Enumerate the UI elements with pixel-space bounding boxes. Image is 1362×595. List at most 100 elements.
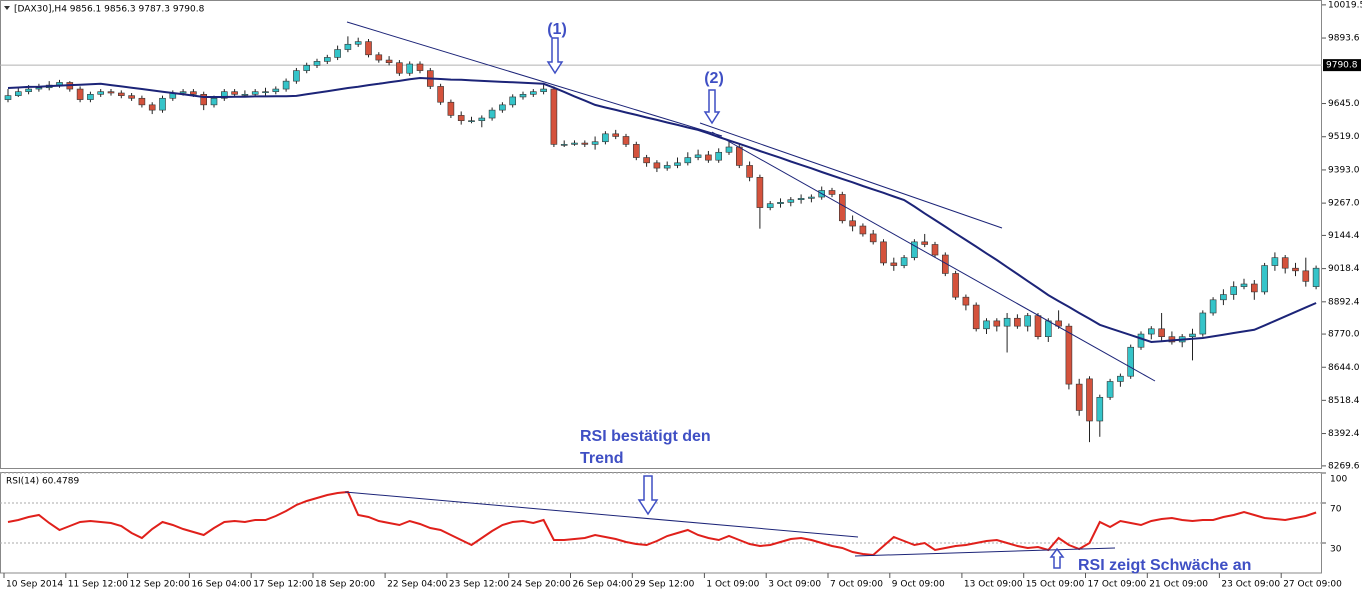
candle-body (838, 194, 846, 222)
candle-body (756, 177, 764, 208)
y-tick-label: 8392.4 (1328, 429, 1360, 439)
candle-body (880, 241, 887, 264)
candle-body (303, 65, 311, 71)
rsi-line (7, 490, 1317, 557)
rsi-trend-line (344, 491, 859, 538)
candle-body (354, 41, 362, 45)
y-tick-label: 10019.5 (1328, 0, 1362, 10)
candle-body (231, 91, 238, 95)
x-tick-label: 10 Sep 2014 (6, 580, 63, 590)
y-tick-label: 8644.0 (1328, 363, 1360, 373)
candle-body (993, 320, 1001, 327)
candle-body (323, 57, 331, 62)
annotation: (1) (547, 21, 567, 38)
candle-body (746, 165, 753, 178)
arrow-up (1049, 547, 1065, 569)
candle-body (87, 94, 94, 100)
candle-body (4, 95, 12, 100)
candle-body (663, 165, 671, 169)
candle-body (447, 101, 455, 116)
candle-body (118, 92, 125, 96)
x-tick-label: 22 Sep 04:00 (387, 580, 447, 590)
price-pane (0, 0, 1322, 469)
candle-body (1158, 328, 1165, 337)
candle-body (1199, 312, 1207, 335)
y-tick-label: 9144.4 (1328, 231, 1360, 241)
candle-body (406, 63, 414, 74)
candle-body (1261, 265, 1268, 293)
y-tick-label: 70 (1330, 505, 1342, 515)
x-tick-label: 23 Sep 12:00 (449, 580, 509, 590)
y-tick-label: 8269.6 (1328, 461, 1360, 471)
candle-body (797, 198, 805, 200)
candle-body (262, 91, 269, 93)
rsi-trend-line (854, 547, 1116, 557)
candle-body (777, 202, 784, 204)
y-tick-label: 8892.4 (1328, 297, 1360, 307)
annotation: RSI zeigt Schwäche an (1078, 557, 1251, 574)
candle-body (1292, 267, 1299, 272)
candle-body (849, 220, 856, 227)
candle-body (97, 91, 104, 95)
candle-body (375, 54, 383, 61)
candle-body (1086, 378, 1093, 422)
candle-body (550, 88, 558, 145)
candle-body (1065, 325, 1073, 385)
candle-body (241, 94, 249, 96)
candle-body (468, 120, 475, 122)
trend-line (711, 131, 1156, 382)
candle-body (1312, 267, 1320, 287)
candle-body (457, 115, 465, 121)
candle-body (859, 225, 867, 235)
annotation: RSI bestätigt den (580, 428, 711, 445)
x-tick-label: 11 Sep 12:00 (68, 580, 128, 590)
candle-body (200, 94, 207, 106)
candle-body (293, 70, 300, 82)
candle-body (190, 91, 197, 95)
annotation: Trend (580, 450, 624, 467)
trend-line (346, 21, 723, 137)
candle-body (107, 91, 115, 94)
y-tick-label: 9018.4 (1328, 264, 1360, 274)
candle-body (1024, 315, 1031, 327)
x-tick-label: 21 Oct 09:00 (1149, 580, 1208, 590)
x-tick-label: 24 Sep 20:00 (511, 580, 571, 590)
chart-header: [DAX30],H4 9856.1 9856.3 9787.3 9790.8 (14, 5, 205, 15)
candle-body (643, 157, 650, 164)
trend-line (699, 122, 1003, 229)
y-tick-label: 30 (1330, 545, 1342, 555)
candle-body (128, 95, 135, 99)
candle-body (931, 244, 939, 256)
y-tick-label: 9645.0 (1328, 99, 1360, 109)
candle-body (416, 63, 424, 71)
candle-body (76, 88, 84, 100)
candle-body (715, 151, 723, 161)
arrow-down (703, 89, 721, 125)
candle-body (499, 104, 506, 111)
candle-body (1034, 315, 1042, 337)
candle-body (622, 136, 630, 145)
candle-body (1075, 383, 1083, 411)
candle-body (1209, 299, 1217, 314)
candle-body (138, 97, 146, 106)
candle-body (1096, 396, 1104, 422)
menu-triangle (4, 6, 10, 10)
candle-body (396, 62, 403, 74)
candle-body (1055, 320, 1062, 327)
x-tick-label: 17 Sep 12:00 (253, 580, 313, 590)
candle-body (1117, 375, 1124, 382)
candle-body (25, 88, 32, 92)
candle-body (1230, 286, 1237, 295)
candle-body (612, 133, 620, 137)
moving-average (7, 76, 1317, 344)
candle-body (540, 88, 547, 92)
annotation: (2) (704, 70, 724, 87)
candle-body (385, 59, 393, 64)
candle-body (921, 241, 929, 245)
candle-body (282, 80, 290, 90)
arrow-down (546, 37, 564, 75)
candle-body (488, 109, 496, 119)
candle-body (148, 104, 156, 111)
candle-body (1189, 333, 1196, 337)
candle-body (952, 273, 959, 298)
